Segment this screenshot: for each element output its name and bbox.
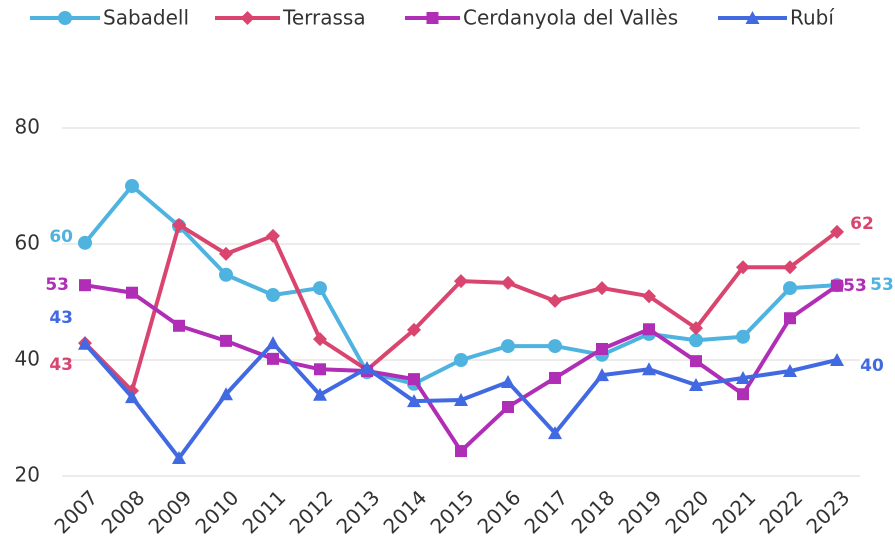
point-marker (548, 426, 562, 440)
x-tick-label: 2023 (801, 485, 854, 538)
y-tick-label: 40 (15, 347, 40, 371)
point-marker (501, 339, 515, 354)
x-tick-label: 2012 (284, 485, 337, 538)
x-tick-label: 2020 (660, 485, 713, 538)
series-line (84, 283, 839, 454)
x-tick-label: 2011 (237, 485, 290, 538)
x-tick-label: 2019 (613, 485, 666, 538)
point-marker (266, 288, 280, 303)
point-marker (313, 332, 327, 347)
point-marker (266, 228, 280, 243)
data-label: 40 (860, 356, 884, 376)
data-label: 53 (870, 275, 894, 295)
point-marker (595, 281, 609, 296)
data-label: 62 (850, 214, 874, 234)
y-tick-label: 20 (15, 463, 40, 487)
point-marker (313, 281, 327, 296)
x-tick-label: 2007 (49, 485, 102, 538)
point-marker (408, 373, 420, 386)
point-marker (125, 179, 139, 193)
point-marker (642, 289, 656, 304)
point-marker (689, 321, 703, 336)
point-marker (737, 388, 749, 401)
x-tick-label: 2014 (378, 485, 431, 538)
point-marker (595, 368, 609, 382)
data-label: 43 (49, 355, 73, 375)
point-marker (643, 323, 655, 336)
legend-label: Terrassa (282, 6, 366, 30)
data-label: 53 (843, 276, 867, 296)
point-marker (830, 353, 844, 366)
point-marker (783, 260, 797, 275)
point-marker (219, 387, 233, 401)
point-marker (783, 364, 797, 378)
point-marker (454, 274, 468, 289)
data-label: 43 (49, 308, 73, 328)
data-label: 53 (45, 275, 69, 295)
point-marker (219, 267, 233, 282)
point-marker (689, 333, 703, 348)
point-marker (266, 336, 280, 350)
point-marker (548, 293, 562, 308)
point-marker (407, 394, 421, 408)
point-marker (172, 451, 186, 465)
legend-marker (745, 11, 760, 24)
point-marker (736, 370, 750, 384)
point-marker (125, 390, 139, 404)
point-marker (313, 387, 327, 401)
legend-marker (240, 11, 255, 25)
legend-label: Cerdanyola del Vallès (463, 6, 678, 30)
x-tick-label: 2022 (754, 485, 807, 538)
point-marker (454, 353, 468, 367)
point-marker (172, 217, 186, 232)
point-marker (78, 336, 92, 350)
x-tick-label: 2018 (566, 485, 619, 538)
x-tick-label: 2008 (96, 485, 149, 538)
point-marker (783, 281, 797, 296)
x-tick-label: 2021 (707, 485, 760, 538)
point-marker (173, 319, 185, 332)
point-marker (267, 352, 279, 365)
x-tick-label: 2017 (519, 485, 572, 538)
point-marker (78, 235, 92, 250)
point-marker (79, 279, 91, 292)
point-marker (314, 363, 326, 376)
point-marker (501, 375, 515, 389)
point-marker (548, 339, 562, 354)
point-marker (219, 246, 233, 261)
point-marker (784, 312, 796, 325)
x-tick-label: 2010 (190, 485, 243, 538)
point-marker (596, 342, 608, 355)
point-marker (502, 400, 514, 413)
point-marker (549, 371, 561, 384)
legend-label: Rubí (790, 6, 835, 30)
x-tick-label: 2015 (425, 485, 478, 538)
point-marker (690, 355, 702, 368)
point-marker (642, 362, 656, 376)
point-marker (830, 224, 844, 239)
legend-marker (426, 12, 439, 24)
y-tick-label: 80 (15, 115, 40, 139)
point-marker (689, 377, 703, 391)
x-tick-label: 2016 (472, 485, 525, 538)
point-marker (407, 322, 421, 337)
point-marker (126, 286, 138, 299)
point-marker (736, 329, 750, 344)
point-marker (455, 445, 467, 458)
point-marker (736, 260, 750, 275)
legend-marker (58, 11, 72, 25)
point-marker (831, 279, 843, 292)
point-marker (360, 361, 374, 375)
point-marker (220, 334, 232, 347)
y-tick-label: 60 (15, 231, 40, 255)
point-marker (501, 275, 515, 290)
data-label: 60 (49, 227, 73, 247)
x-tick-label: 2009 (143, 485, 196, 538)
point-marker (454, 393, 468, 407)
legend-label: Sabadell (103, 6, 189, 30)
x-tick-label: 2013 (331, 485, 384, 538)
